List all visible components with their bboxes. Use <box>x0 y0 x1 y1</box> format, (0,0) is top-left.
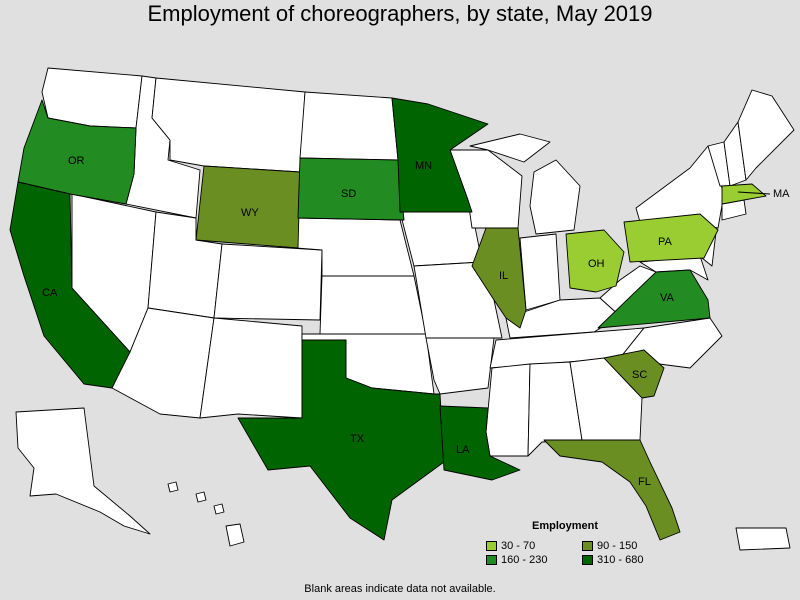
legend-swatch <box>582 555 593 565</box>
state-ia <box>399 211 483 267</box>
state-in <box>519 233 561 311</box>
state-nd <box>299 91 399 161</box>
label-oh: OH <box>588 258 605 270</box>
label-pa: PA <box>658 236 673 248</box>
state-labels: OR CA WY SD MN TX LA IL OH PA VA SC FL M… <box>42 155 790 488</box>
state-sc <box>603 349 665 399</box>
state-sd <box>297 157 405 221</box>
label-or: OR <box>68 155 85 167</box>
state-hi <box>167 481 245 547</box>
state-me <box>737 89 795 181</box>
legend-label: 160 - 230 <box>501 554 548 566</box>
state-la <box>439 405 521 481</box>
state-ma <box>721 183 767 205</box>
label-tx: TX <box>350 433 365 445</box>
label-fl: FL <box>638 476 651 488</box>
state-fl <box>543 439 681 541</box>
legend-items: 30 - 70 90 - 150 160 - 230 310 - 680 <box>486 540 676 566</box>
legend-swatch <box>486 541 497 551</box>
legend: Employment 30 - 70 90 - 150 160 - 230 31… <box>486 520 676 566</box>
label-va: VA <box>660 292 675 304</box>
state-wy <box>195 165 301 249</box>
legend-swatch <box>582 541 593 551</box>
label-wy: WY <box>241 207 259 219</box>
legend-title: Employment <box>532 520 599 532</box>
legend-label: 310 - 680 <box>597 554 644 566</box>
state-tx <box>237 339 445 541</box>
state-wa <box>41 67 143 129</box>
colored-states <box>9 97 767 541</box>
state-ks <box>319 275 427 335</box>
state-ar <box>425 337 495 395</box>
label-ma-leader <box>737 191 771 195</box>
label-sc: SC <box>632 369 647 381</box>
legend-item: 310 - 680 <box>582 554 678 566</box>
blank-states <box>15 67 795 551</box>
state-va <box>597 269 711 329</box>
legend-item: 30 - 70 <box>486 540 582 552</box>
state-mi <box>529 159 581 235</box>
legend-label: 90 - 150 <box>597 540 638 552</box>
label-sd: SD <box>341 188 356 200</box>
state-mn <box>391 97 489 213</box>
legend-item: 90 - 150 <box>582 540 678 552</box>
state-nm <box>199 317 303 419</box>
territory-pr <box>735 527 791 551</box>
state-oh <box>565 229 625 293</box>
label-la: LA <box>456 444 470 456</box>
state-mi-upper <box>469 133 551 163</box>
state-ak <box>15 407 151 535</box>
legend-swatch <box>486 555 497 565</box>
label-mn: MN <box>415 160 432 172</box>
label-ma: MA <box>773 188 790 200</box>
legend-item: 160 - 230 <box>486 554 582 566</box>
legend-label: 30 - 70 <box>501 540 536 552</box>
map-title: Employment of choreographers, by state, … <box>147 1 653 26</box>
state-or <box>17 99 137 205</box>
state-pa <box>623 213 719 263</box>
footnote: Blank areas indicate data not available. <box>304 583 496 595</box>
state-mt <box>151 77 306 173</box>
label-il: IL <box>499 270 508 282</box>
state-ca <box>9 181 131 389</box>
state-co <box>213 243 323 321</box>
state-ms <box>485 363 531 457</box>
label-ca: CA <box>42 287 58 299</box>
state-mo <box>413 261 503 339</box>
state-ga <box>569 357 643 441</box>
state-il <box>471 227 527 329</box>
